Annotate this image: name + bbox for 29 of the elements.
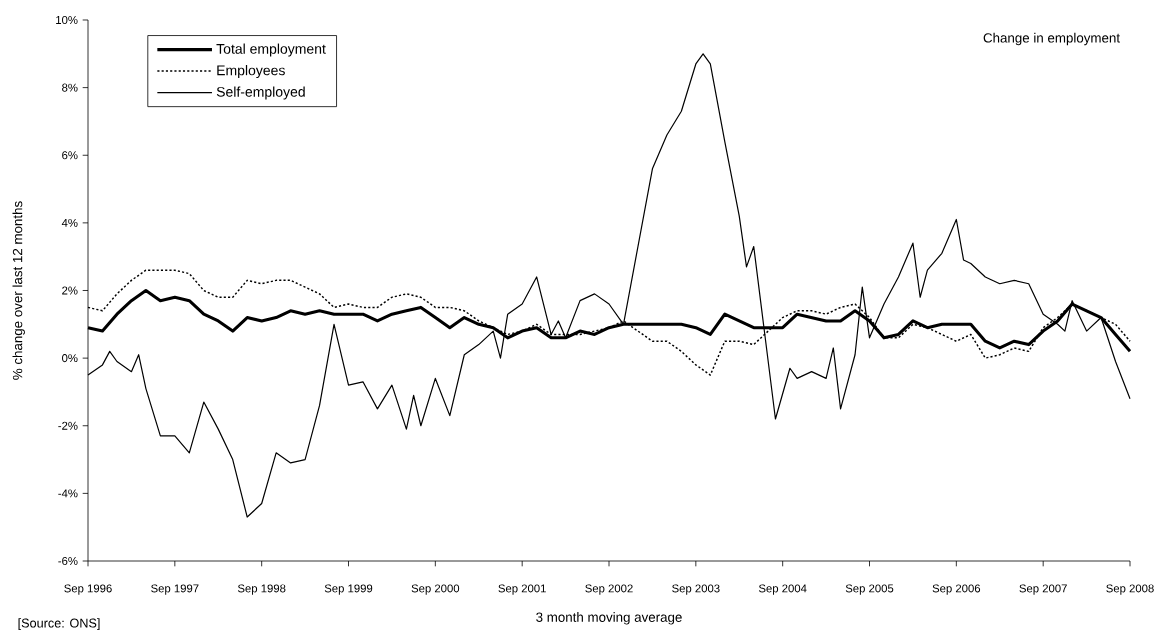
- x-tick-label: Sep 1998: [237, 584, 286, 595]
- x-tick-label: Sep 1996: [64, 584, 112, 595]
- x-tick-label: Sep 2001: [498, 584, 546, 595]
- x-tick-label: Sep 2006: [932, 584, 981, 595]
- text: [Source: ONS]: [18, 618, 100, 631]
- legend-label: Total employment: [216, 43, 326, 57]
- x-tick-label: Sep 1999: [324, 584, 373, 595]
- x-tick-label: Sep 2007: [1019, 584, 1067, 595]
- y-axis-title: % change over last 12 months: [12, 201, 25, 380]
- y-tick-label: -4%: [58, 489, 78, 498]
- y-tick-label: 0%: [62, 354, 78, 363]
- y-tick-label: -2%: [58, 421, 78, 430]
- y-tick-label: 10%: [56, 16, 78, 24]
- x-axis-title: 3 month moving average: [536, 612, 682, 625]
- x-tick-label: Sep 2000: [411, 584, 460, 595]
- x-tick-label: Sep 2002: [585, 584, 633, 595]
- legend-label: Self-employed: [216, 86, 305, 100]
- y-tick-label: -6%: [58, 557, 78, 566]
- y-tick-label: 8%: [62, 83, 78, 92]
- y-tick-label: 6%: [62, 151, 78, 160]
- x-tick-label: Sep 2005: [845, 584, 894, 595]
- x-tick-label: Sep 2008: [1106, 584, 1154, 595]
- y-tick-label: 4%: [61, 218, 78, 227]
- y-tick-label: 2%: [62, 286, 78, 295]
- text: Change in employment: [983, 32, 1120, 46]
- legend-label: Employees: [217, 65, 285, 79]
- x-tick-label: Sep 1997: [151, 584, 199, 595]
- x-tick-label: Sep 2004: [758, 584, 807, 595]
- x-tick-label: Sep 2003: [672, 584, 720, 595]
